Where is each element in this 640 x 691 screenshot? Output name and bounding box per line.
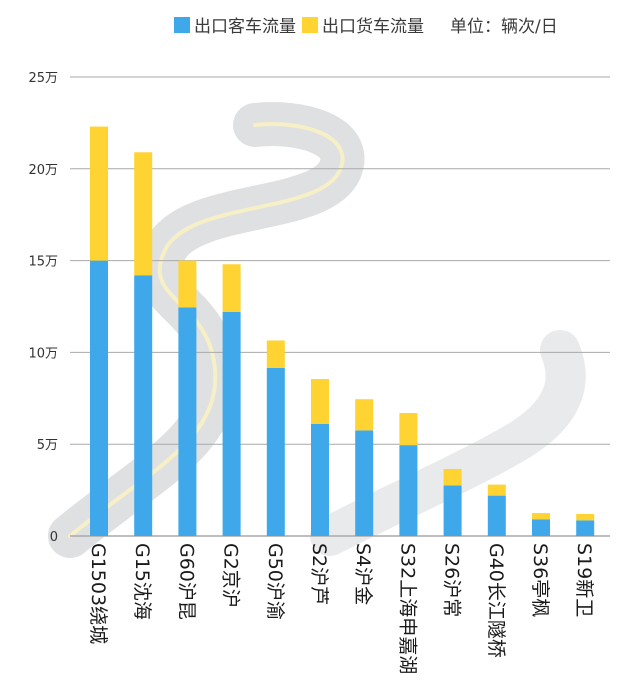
x-category-label: G40长江隧桥: [485, 543, 507, 658]
road-shape: [48, 102, 365, 558]
bar-truck: [134, 152, 153, 276]
legend-label-passenger: 出口客车流量: [194, 17, 296, 37]
y-axis-ticks: 0 5万 10万 15万 20万 25万: [28, 71, 58, 545]
bar-passenger: [576, 520, 595, 536]
x-category-label: G60沪昆: [175, 543, 197, 620]
legend: 出口客车流量 出口货车流量 单位：辆次/日: [174, 17, 558, 37]
bar-passenger: [355, 430, 374, 536]
bar-passenger: [178, 307, 197, 536]
y-tick-label: 15万: [28, 255, 58, 270]
bar-passenger: [532, 519, 550, 536]
y-tick-label: 10万: [28, 346, 58, 361]
bar-truck: [266, 340, 285, 369]
bar-truck: [222, 264, 241, 313]
bar-truck: [399, 412, 418, 446]
x-category-label: G2京沪: [220, 543, 242, 608]
bar-truck: [355, 399, 374, 431]
bar-truck: [90, 126, 108, 261]
legend-swatch-passenger: [174, 17, 190, 33]
x-axis-labels: G1503绕城 G15沈海 G60沪昆 G2京沪 G50沪渝 S2沪芦 S4沪金 S32上海申…: [87, 543, 595, 674]
x-category-label: S4沪金: [352, 543, 374, 605]
bar-truck: [487, 484, 506, 496]
bar-passenger: [90, 260, 108, 536]
y-tick-label: 0: [50, 530, 58, 545]
y-tick-label: 25万: [28, 71, 58, 86]
x-category-label: G15沈海: [131, 543, 153, 620]
x-category-label: S19新卫: [573, 543, 595, 617]
road-shape-lower: [310, 330, 586, 556]
y-tick-label: 5万: [37, 438, 58, 453]
bar-passenger: [443, 485, 462, 536]
bar-truck: [576, 513, 595, 521]
grid-lines: [70, 76, 610, 537]
unit-label: 单位：辆次/日: [450, 17, 558, 37]
y-tick-label: 20万: [28, 163, 58, 178]
bar-truck: [443, 468, 462, 486]
bar-passenger: [266, 368, 285, 536]
x-category-label: S36亭枫: [529, 543, 551, 617]
bar-passenger: [134, 275, 153, 536]
x-category-label: S26沪常: [441, 543, 463, 617]
x-category-label: G50沪渝: [264, 543, 286, 620]
bar-passenger: [222, 312, 241, 536]
x-category-label: S2沪芦: [308, 543, 330, 605]
x-category-label: S32上海申嘉湖: [396, 543, 418, 674]
bar-truck: [178, 260, 197, 308]
bar-passenger: [399, 445, 418, 536]
bar-truck: [311, 379, 329, 425]
x-category-label: G1503绕城: [87, 543, 109, 644]
legend-swatch-truck: [302, 17, 318, 33]
bar-passenger: [487, 495, 506, 536]
bar-truck: [532, 513, 550, 520]
legend-label-truck: 出口货车流量: [322, 17, 424, 37]
bar-passenger: [311, 424, 329, 536]
bars: [90, 126, 595, 536]
